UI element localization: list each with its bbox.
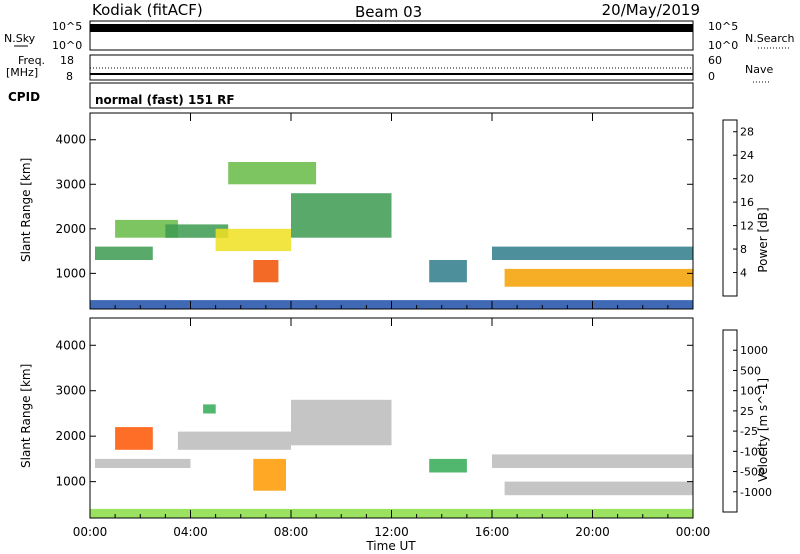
- velocity-colorbar-tick-label: 100: [740, 385, 761, 398]
- freq-label-line1: Freq.: [18, 54, 45, 67]
- velocity-region: [429, 458, 467, 473]
- velocity-colorbar-tick-label: 500: [740, 364, 761, 377]
- power-colorbar-tick-label: 12: [740, 220, 754, 233]
- velocity-region: [291, 399, 392, 446]
- freq-frame: [89, 54, 694, 81]
- cpid-value: normal (fast) 151 RF: [95, 93, 235, 107]
- date-label: 20/May/2019: [602, 1, 700, 19]
- freq-tick-top: 18: [60, 54, 74, 67]
- velocity-y-axis: 1000 2000 3000 4000: [55, 338, 693, 489]
- cpid-frame: [89, 82, 694, 109]
- power-region: [291, 193, 392, 238]
- power-region: [253, 260, 279, 283]
- power-region: [115, 219, 178, 238]
- nsearch-label: N.Search: [745, 32, 795, 45]
- velocity-colorbar-tick-label: -25: [740, 425, 758, 438]
- power-ylabel: Slant Range [km]: [19, 158, 33, 262]
- velocity-ytick-label: 3000: [55, 384, 86, 398]
- freq-tick-bottom: 8: [66, 70, 73, 83]
- power-region: [504, 268, 693, 287]
- power-ytick-label: 3000: [55, 177, 86, 191]
- power-ytick-label: 1000: [55, 266, 86, 280]
- nave-tick-top: 60: [708, 54, 722, 67]
- velocity-region: [504, 481, 693, 496]
- power-colorbar-tick-label: 16: [740, 196, 754, 209]
- velocity-colorbar-label: Velocity [m s^-1]: [756, 378, 770, 482]
- freq-label-line2: [MHz]: [6, 66, 38, 79]
- power-region: [492, 246, 693, 260]
- velocity-heatmap-panel: 1000 2000 3000 4000 Slant Range [km]: [19, 317, 694, 519]
- velocity-region: [115, 427, 153, 450]
- nsky-trace: [90, 24, 693, 32]
- velocity-colorbar-tick-label: -100: [740, 445, 765, 458]
- power-colorbar-label: Power [dB]: [756, 207, 770, 272]
- velocity-region: [253, 458, 286, 491]
- nsky-label: N.Sky: [4, 32, 36, 45]
- velocity-colorbar-frame: [722, 329, 738, 513]
- nsearch-tick-top: 10^5: [708, 20, 738, 33]
- power-colorbar-tick-label: 28: [740, 126, 754, 139]
- cpid-panel: CPID normal (fast) 151 RF: [8, 82, 694, 109]
- power-heatmap-panel: 1000 2000 3000 4000 Slant Range [km]: [19, 112, 694, 310]
- xaxis-tick-label: 16:00: [475, 525, 510, 539]
- velocity-ytick-label: 1000: [55, 475, 86, 489]
- power-ytick-label: 2000: [55, 222, 86, 236]
- xaxis-tick-label: 12:00: [374, 525, 409, 539]
- nsearch-tick-bottom: 10^0: [708, 39, 738, 52]
- power-colorbar: 4 8 12 16 20 24 28: [722, 119, 754, 297]
- velocity-colorbar-tick-label: -1000: [740, 486, 772, 499]
- velocity-region: [95, 458, 191, 468]
- xaxis-tick-label: 00:00: [73, 525, 108, 539]
- power-y-axis: 1000 2000 3000 4000: [55, 133, 693, 280]
- velocity-ylabel: Slant Range [km]: [19, 364, 33, 468]
- velocity-region: [492, 454, 693, 468]
- station-title: Kodiak (fitACF): [92, 1, 203, 19]
- power-region: [215, 228, 291, 252]
- freq-panel: Freq. [MHz] 18 8 60 0 Nave: [6, 54, 773, 83]
- xaxis-label: Time UT: [365, 539, 416, 553]
- velocity-ytick-label: 4000: [55, 338, 86, 352]
- nave-tick-bottom: 0: [708, 70, 715, 83]
- xaxis-tick-label: 08:00: [274, 525, 309, 539]
- power-region: [429, 260, 467, 283]
- power-colorbar-tick-label: 4: [740, 267, 747, 280]
- xaxis-tick-label: 20:00: [575, 525, 610, 539]
- cpid-label: CPID: [8, 90, 40, 104]
- nsky-tick-bottom: 10^0: [52, 39, 82, 52]
- power-region: [95, 246, 153, 260]
- velocity-region: [177, 431, 291, 450]
- nsky-panel: N.Sky 10^5 10^0 10^5 10^0 N.Search: [4, 20, 795, 52]
- xaxis-tick-label: 00:00: [676, 525, 711, 539]
- power-region: [228, 162, 317, 185]
- velocity-colorbar-tick-label: 25: [740, 405, 754, 418]
- power-colorbar-tick-label: 20: [740, 173, 754, 186]
- xaxis-tick-label: 04:00: [173, 525, 208, 539]
- velocity-colorbar-tick-label: 1000: [740, 344, 768, 357]
- velocity-ytick-label: 2000: [55, 429, 86, 443]
- power-ytick-label: 4000: [55, 133, 86, 147]
- time-x-axis: 00:00 04:00 08:00 12:00 16:00 20:00 00:00: [73, 113, 711, 539]
- velocity-region: [203, 404, 216, 414]
- nave-label: Nave: [745, 63, 773, 76]
- power-colorbar-tick-label: 24: [740, 149, 754, 162]
- velocity-colorbar-tick-label: -500: [740, 466, 765, 479]
- power-colorbar-frame: [722, 119, 738, 297]
- power-colorbar-tick-label: 8: [740, 243, 747, 256]
- beam-label: Beam 03: [355, 3, 422, 21]
- power-region: [165, 224, 229, 238]
- nsky-tick-top: 10^5: [52, 20, 82, 33]
- velocity-colorbar: 1000 500 100 25 -25 -100 -500 -1000: [722, 329, 772, 513]
